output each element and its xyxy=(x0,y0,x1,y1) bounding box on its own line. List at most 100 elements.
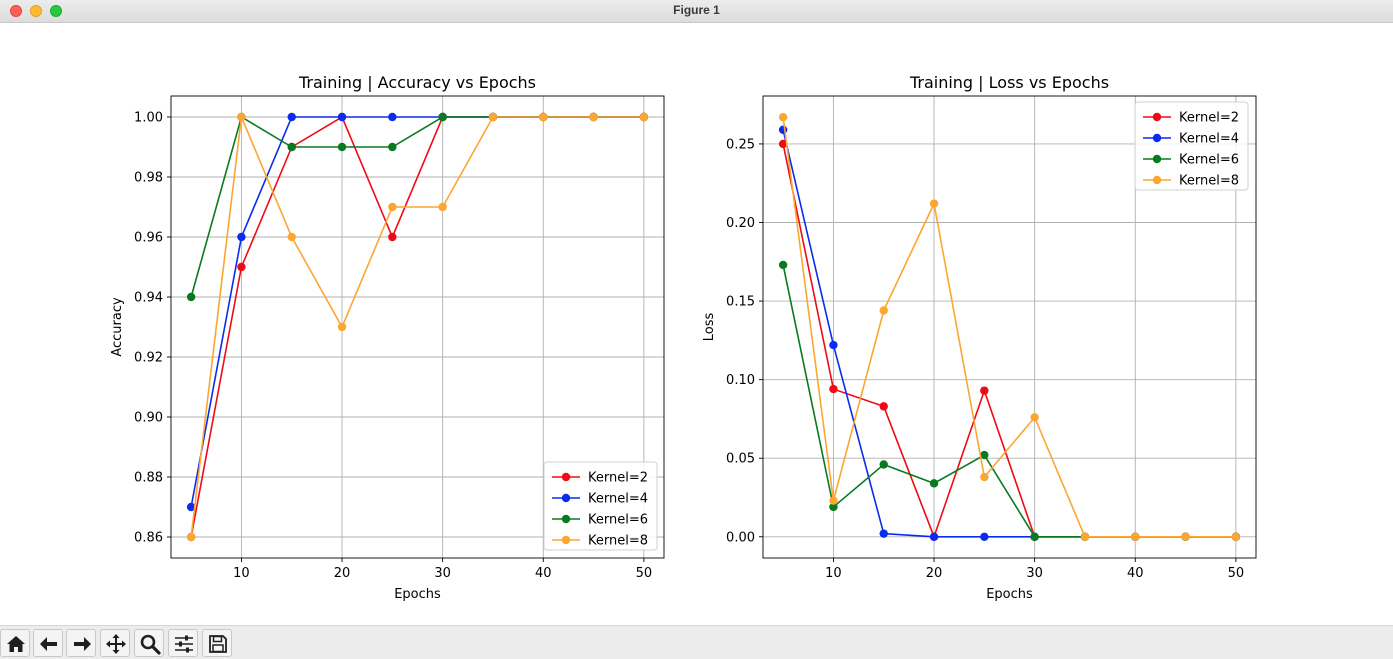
x-tick-label: 30 xyxy=(434,566,451,581)
figure-canvas[interactable]: 10 20 30 40 50 0.86 0.88 0.90 0.92 0.94 0.96 0.98 1.… xyxy=(0,23,1393,625)
data-point xyxy=(980,386,989,395)
legend-label: Kernel=8 xyxy=(1179,174,1239,189)
data-point xyxy=(337,322,347,332)
legend-marker xyxy=(561,472,571,482)
data-point xyxy=(237,112,246,122)
maximize-window-button[interactable] xyxy=(50,5,62,17)
legend-label: Kernel=4 xyxy=(1179,132,1239,147)
data-point xyxy=(829,496,838,505)
data-point xyxy=(829,384,838,394)
configure-subplots-button[interactable] xyxy=(168,629,198,657)
data-point xyxy=(337,142,347,152)
legend: Kernel=2 Kernel=4 Kernel=6 Kernel=8 xyxy=(543,461,658,551)
axes-frame xyxy=(762,95,1257,559)
legend-label: Kernel=4 xyxy=(588,492,648,507)
y-tick-label: 0.90 xyxy=(134,411,163,426)
legend-label: Kernel=2 xyxy=(1179,111,1239,126)
legend: Kernel=2 Kernel=4 Kernel=6 Kernel=8 xyxy=(1134,101,1249,191)
data-point xyxy=(829,502,838,512)
pan-button[interactable] xyxy=(100,629,130,657)
chart-title: Training | Accuracy vs Epochs xyxy=(298,73,536,92)
data-point xyxy=(980,450,989,460)
zoom-magnifier-icon xyxy=(140,634,161,655)
window-titlebar: Figure 1 xyxy=(0,0,1393,23)
legend-label: Kernel=2 xyxy=(588,471,648,486)
data-point xyxy=(879,402,888,411)
data-point xyxy=(438,202,447,212)
y-tick-label: 0.20 xyxy=(726,216,755,231)
x-tick-label: 50 xyxy=(636,566,653,581)
data-point xyxy=(1030,413,1039,422)
data-point xyxy=(388,202,397,212)
series-line-kernel-8 xyxy=(190,113,644,538)
legend-marker xyxy=(1152,133,1162,143)
data-point xyxy=(1231,532,1241,541)
data-point xyxy=(287,142,296,152)
y-tick-label: 0.88 xyxy=(134,471,163,486)
pan-move-icon xyxy=(106,634,126,654)
legend-marker xyxy=(1152,112,1162,122)
y-axis-label: Accuracy xyxy=(110,297,125,357)
data-point xyxy=(778,260,788,270)
x-tick-label: 50 xyxy=(1228,566,1245,581)
data-point xyxy=(488,112,498,122)
series-line-kernel-6 xyxy=(782,264,1236,538)
x-tick-label: 30 xyxy=(1026,566,1043,581)
back-button[interactable] xyxy=(33,629,63,657)
y-tick-label: 0.15 xyxy=(726,295,755,310)
legend-box xyxy=(1134,101,1249,191)
y-tick-label: 0.86 xyxy=(134,531,163,546)
series-line-kernel-8 xyxy=(782,117,1236,538)
legend-label: Kernel=6 xyxy=(1179,153,1239,168)
x-tick-label: 40 xyxy=(535,566,552,581)
axes-frame xyxy=(170,95,665,559)
data-point xyxy=(186,502,196,512)
home-icon xyxy=(7,636,25,652)
data-point xyxy=(639,112,649,122)
close-window-button[interactable] xyxy=(10,5,22,17)
save-button[interactable] xyxy=(202,629,232,657)
data-point xyxy=(879,529,888,538)
zoom-button[interactable] xyxy=(134,629,164,657)
data-point xyxy=(337,112,347,122)
forward-button[interactable] xyxy=(66,629,96,657)
window-title: Figure 1 xyxy=(673,3,720,17)
y-tick-label: 1.00 xyxy=(134,111,163,126)
legend-marker xyxy=(561,535,571,545)
data-point xyxy=(778,113,788,122)
y-tick-label: 0.00 xyxy=(726,530,755,545)
data-point xyxy=(929,199,939,208)
legend-label: Kernel=6 xyxy=(588,513,648,528)
legend-marker xyxy=(1152,154,1162,164)
data-point xyxy=(929,532,939,541)
data-point xyxy=(539,112,548,122)
data-point xyxy=(980,472,989,482)
x-tick-label: 10 xyxy=(825,566,842,581)
data-point xyxy=(388,112,397,122)
x-tick-label: 10 xyxy=(233,566,250,581)
data-point xyxy=(388,232,397,242)
navigation-toolbar xyxy=(0,625,1393,659)
x-axis-label: Epochs xyxy=(394,587,441,602)
data-point xyxy=(1181,532,1190,541)
legend-marker xyxy=(561,493,571,503)
legend-label: Kernel=8 xyxy=(588,534,648,549)
minimize-window-button[interactable] xyxy=(30,5,42,17)
accuracy-subplot[interactable]: 10 20 30 40 50 0.86 0.88 0.90 0.92 0.94 0.96 0.98 1.… xyxy=(110,73,665,602)
series-line-kernel-4 xyxy=(782,129,1236,538)
back-arrow-icon xyxy=(40,637,57,651)
home-button[interactable] xyxy=(0,629,30,657)
data-point xyxy=(829,340,838,350)
save-floppy-icon xyxy=(209,635,227,653)
data-point xyxy=(237,232,246,242)
chart-title: Training | Loss vs Epochs xyxy=(909,73,1109,92)
data-point xyxy=(287,112,296,122)
y-tick-label: 0.96 xyxy=(134,231,163,246)
x-tick-label: 20 xyxy=(926,566,943,581)
data-point xyxy=(287,232,296,242)
x-tick-label: 20 xyxy=(334,566,351,581)
configure-subplots-icon xyxy=(175,635,193,653)
loss-subplot[interactable]: 10 20 30 40 50 0.00 0.05 0.10 0.15 0.20 0.25 Traini… xyxy=(702,73,1257,602)
y-tick-label: 0.92 xyxy=(134,351,163,366)
legend-marker xyxy=(561,514,571,524)
